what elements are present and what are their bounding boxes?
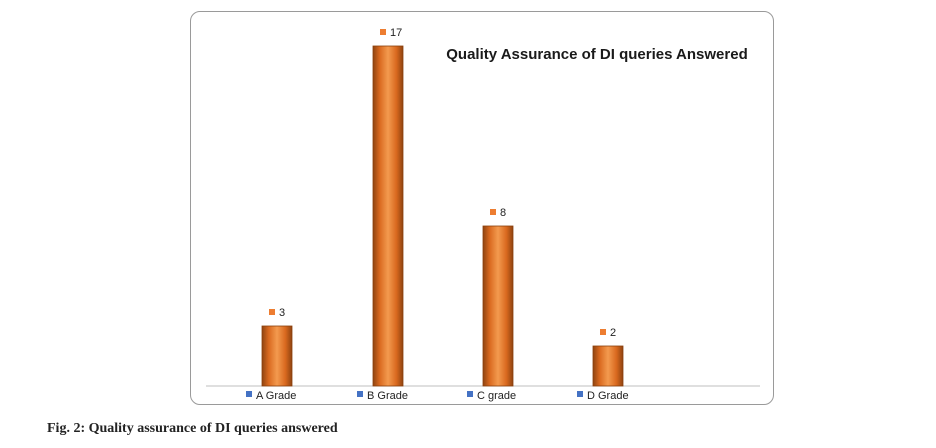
data-label-marker <box>600 329 606 335</box>
tick-label-marker <box>467 391 473 397</box>
bar <box>482 225 514 387</box>
tick-label-marker <box>246 391 252 397</box>
data-label: 17 <box>390 27 402 39</box>
data-label-marker <box>269 309 275 315</box>
bar <box>592 345 624 387</box>
data-label: 8 <box>500 207 506 219</box>
data-label: 2 <box>610 327 616 339</box>
data-label: 3 <box>279 307 285 319</box>
bar <box>372 45 404 387</box>
chart-title: Quality Assurance of DI queries Answered <box>446 46 747 63</box>
data-label-marker <box>490 209 496 215</box>
figure-caption: Fig. 2: Quality assurance of DI queries … <box>47 421 338 436</box>
x-tick-label: B Grade <box>367 390 408 402</box>
data-label-marker <box>380 29 386 35</box>
x-tick-label: C grade <box>477 390 516 402</box>
bars-layer: 3 A Grade 17 B Grade 8 C grade 2 D Grade <box>246 27 629 402</box>
tick-label-marker <box>357 391 363 397</box>
x-tick-label: D Grade <box>587 390 629 402</box>
tick-label-marker <box>577 391 583 397</box>
x-tick-label: A Grade <box>256 390 296 402</box>
bar <box>261 325 293 387</box>
